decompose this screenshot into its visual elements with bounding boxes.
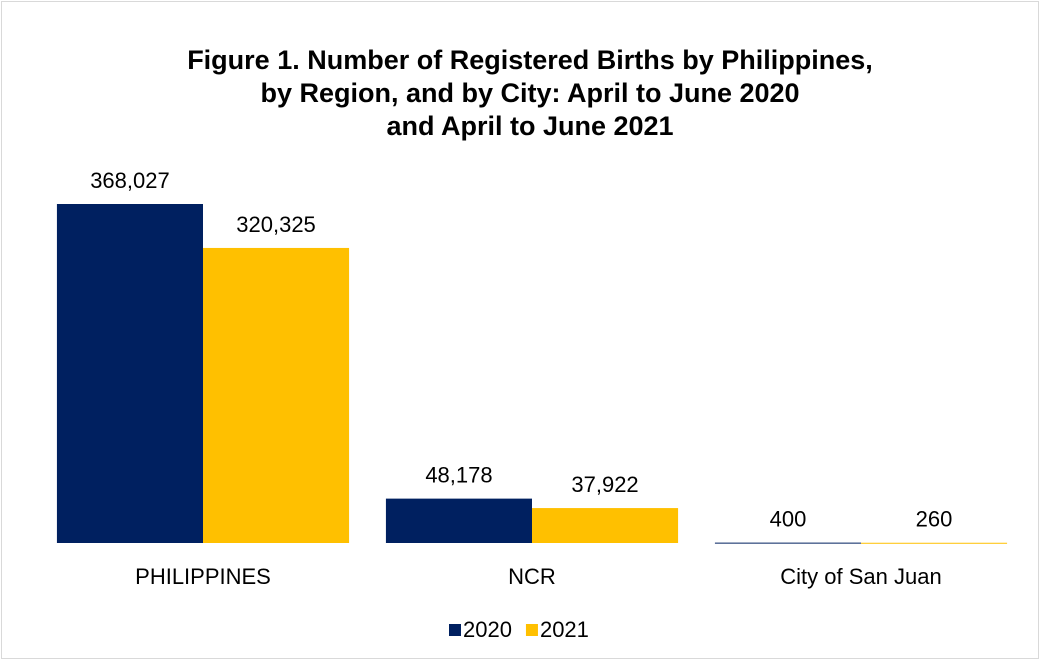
chart-title: Figure 1. Number of Registered Births by… [187,45,873,75]
chart-title: by Region, and by City: April to June 20… [260,78,799,108]
bar [714,542,861,544]
legend-label: 2020 [463,617,512,642]
data-label: 368,027 [90,168,170,193]
data-label: 320,325 [236,212,316,237]
data-label: 400 [770,506,807,531]
bar [56,204,204,543]
x-tick-label: City of San Juan [780,564,941,589]
legend-label: 2021 [540,617,589,642]
data-label: 37,922 [571,472,638,497]
bar [532,508,679,543]
x-tick-label: PHILIPPINES [135,564,271,589]
data-label: 260 [916,507,953,532]
bar [203,247,350,544]
chart-title: and April to June 2021 [386,111,673,141]
x-tick-label: NCR [508,564,556,589]
legend-swatch [449,624,461,636]
bar [385,498,532,543]
bar [861,542,1008,544]
legend-swatch [525,624,538,636]
data-label: 48,178 [425,462,492,487]
